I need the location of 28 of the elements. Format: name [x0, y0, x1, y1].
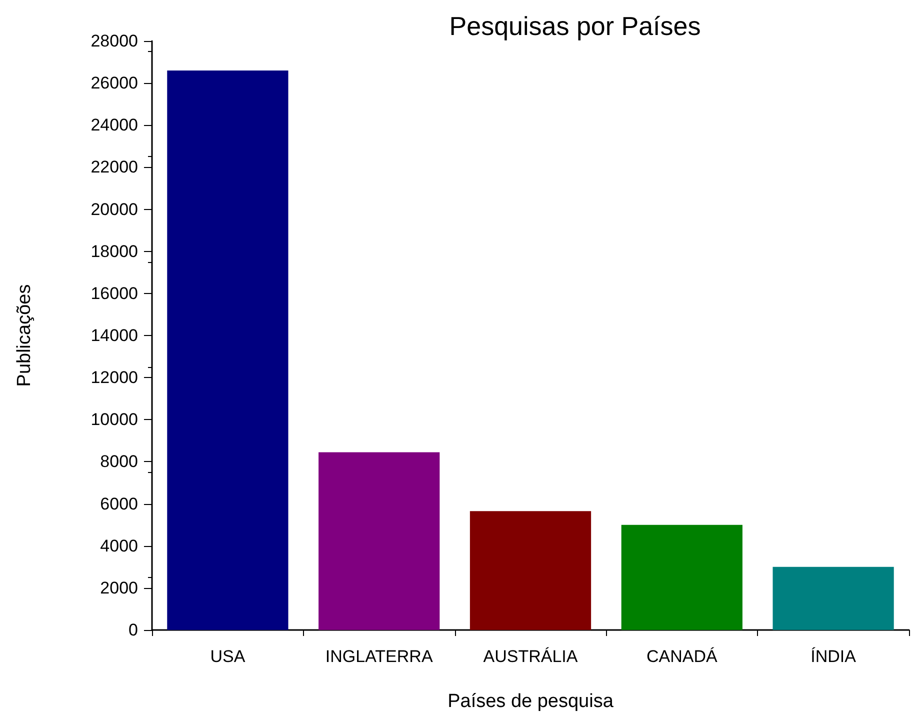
y-axis-title: Publicações — [14, 284, 35, 387]
x-tick-label: CANADÁ — [646, 647, 718, 666]
y-tick-label: 8000 — [100, 452, 138, 472]
x-tick-label: ÍNDIA — [810, 647, 857, 666]
y-tick-label: 18000 — [90, 242, 138, 261]
bar — [318, 452, 440, 630]
y-tick-label: 20000 — [90, 200, 138, 219]
y-tick-label: 22000 — [90, 158, 138, 177]
y-tick-label: 4000 — [100, 536, 138, 556]
x-tick-label: AUSTRÁLIA — [483, 647, 578, 666]
y-tick-label: 10000 — [90, 410, 138, 430]
y-tick-label: 14000 — [90, 326, 138, 345]
bar — [470, 511, 592, 630]
y-tick-label: 12000 — [90, 368, 138, 388]
bar — [621, 524, 742, 630]
x-axis-title: Países de pesquisa — [448, 691, 614, 712]
y-tick-label: 26000 — [90, 74, 138, 93]
bar — [772, 566, 894, 630]
chart-title: Pesquisas por Países — [449, 11, 701, 41]
x-tick-label: INGLATERRA — [325, 647, 434, 666]
y-tick-label: 16000 — [90, 284, 138, 303]
y-tick-label: 0 — [128, 620, 138, 640]
y-tick-label: 2000 — [100, 578, 138, 598]
x-tick-label: USA — [210, 647, 246, 666]
y-tick-label: 28000 — [90, 32, 138, 50]
bar — [167, 70, 288, 630]
y-tick-label: 24000 — [90, 116, 138, 135]
y-tick-label: 6000 — [100, 494, 138, 514]
